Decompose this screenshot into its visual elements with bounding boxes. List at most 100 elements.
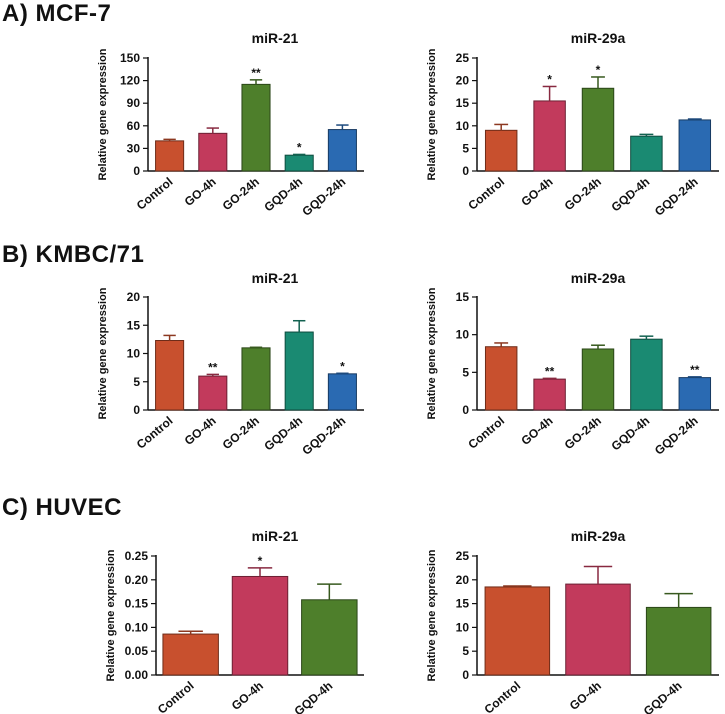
bar-gqd-24h xyxy=(678,119,712,172)
chart-kmbc-mir29a: miR-29a Relative gene expression 0 5 10 15 Con… xyxy=(426,270,719,458)
significance-label: * xyxy=(258,554,263,568)
x-tick-label: Control xyxy=(465,175,507,213)
y-axis-label: Relative gene expression xyxy=(426,549,438,681)
x-tick-label: GQD-24h xyxy=(652,175,701,219)
y-axis-label: Relative gene expression xyxy=(105,549,117,681)
y-tick-label: 10 xyxy=(456,119,470,133)
chart-title: miR-21 xyxy=(252,270,299,286)
y-tick-label: 5 xyxy=(462,141,469,155)
x-tick-label: GO-4h xyxy=(182,414,219,448)
y-tick-label: 25 xyxy=(456,549,470,563)
bar-go-4h xyxy=(231,575,289,676)
y-tick-label: 25 xyxy=(456,51,470,65)
x-tick-label: GO-4h xyxy=(518,414,555,448)
chart-kmbc-mir21: miR-21 Relative gene expression 0 5 10 15 20 Co… xyxy=(97,270,364,458)
x-tick-label: Control xyxy=(134,175,176,213)
y-tick-label: 30 xyxy=(127,141,141,155)
significance-label: ** xyxy=(690,363,700,377)
significance-label: * xyxy=(596,63,601,77)
chart-title: miR-29a xyxy=(571,30,626,46)
x-tick-label: GQD-4h xyxy=(641,679,685,714)
y-tick-label: 5 xyxy=(462,644,469,658)
bar-gqd-4h xyxy=(284,331,314,411)
x-tick-label: Control xyxy=(482,679,524,714)
chart-mcf7-mir21: miR-21 Relative gene expression 0 30 60 90 120… xyxy=(97,30,364,219)
bar-gqd-24h xyxy=(327,373,357,411)
y-tick-label: 0 xyxy=(462,164,469,178)
y-tick-label: 20 xyxy=(127,290,141,304)
y-tick-label: 10 xyxy=(127,347,141,361)
chart-mcf7-mir29a: miR-29a Relative gene expression 0 5 10 15 20 2… xyxy=(426,30,719,219)
y-tick-label: 10 xyxy=(456,328,470,342)
bar-go-24h xyxy=(241,347,271,411)
y-tick-label: 0 xyxy=(462,403,469,417)
chart-huvec-mir21: miR-21 Relative gene expression 0.00 0.05 0.… xyxy=(105,528,364,714)
bar-go-4h xyxy=(533,378,566,411)
bar-gqd-4h xyxy=(301,599,358,676)
significance-label: * xyxy=(340,359,345,373)
y-axis-label: Relative gene expression xyxy=(97,287,109,419)
y-axis-label: Relative gene expression xyxy=(97,48,109,180)
bar-control xyxy=(155,340,185,411)
x-tick-label: GQD-4h xyxy=(292,679,336,714)
y-tick-label: 0.00 xyxy=(125,668,149,682)
y-axis-label: Relative gene expression xyxy=(426,287,438,419)
section-label-mcf7: A) MCF-7 xyxy=(2,0,112,27)
y-tick-label: 120 xyxy=(120,74,140,88)
bar-control xyxy=(155,140,185,172)
x-tick-label: GQD-4h xyxy=(609,175,653,215)
section-label-kmbc: B) KMBC/71 xyxy=(2,241,145,268)
chart-title: miR-29a xyxy=(571,528,626,544)
y-tick-label: 90 xyxy=(127,96,141,110)
bar-control xyxy=(484,129,518,172)
y-tick-label: 0 xyxy=(133,164,140,178)
bar-go-4h xyxy=(565,583,631,676)
x-tick-label: GO-4h xyxy=(567,679,604,713)
significance-label: * xyxy=(547,72,552,86)
x-tick-label: GQD-4h xyxy=(609,414,653,454)
bar-gqd-24h xyxy=(327,129,357,172)
y-tick-label: 0.05 xyxy=(125,644,149,658)
y-tick-label: 15 xyxy=(456,597,470,611)
significance-label: * xyxy=(297,140,302,154)
significance-label: ** xyxy=(545,364,555,378)
x-tick-label: Control xyxy=(134,414,176,452)
chart-title: miR-21 xyxy=(252,528,299,544)
y-tick-label: 20 xyxy=(456,74,470,88)
y-tick-label: 10 xyxy=(456,620,470,634)
y-tick-label: 150 xyxy=(120,51,140,65)
bar-go-24h xyxy=(581,348,615,411)
bar-go-24h xyxy=(581,87,615,172)
chart-title: miR-29a xyxy=(571,270,626,286)
x-tick-label: GO-4h xyxy=(518,175,555,209)
x-tick-label: GO-24h xyxy=(562,175,604,214)
x-tick-label: GQD-24h xyxy=(652,414,701,458)
bar-gqd-4h xyxy=(630,338,663,411)
y-tick-label: 15 xyxy=(456,96,470,110)
y-tick-label: 60 xyxy=(127,119,141,133)
x-tick-label: GO-4h xyxy=(229,679,266,713)
y-tick-label: 0.15 xyxy=(125,597,149,611)
bar-control xyxy=(162,633,219,676)
y-tick-label: 5 xyxy=(133,375,140,389)
bar-gqd-4h xyxy=(284,154,314,172)
x-tick-label: Control xyxy=(155,679,197,714)
y-tick-label: 0.20 xyxy=(125,573,149,587)
bar-go-4h xyxy=(198,132,228,172)
chart-huvec-mir29a: miR-29a Relative gene expression 0 5 10 15 20 2… xyxy=(426,528,719,714)
bar-gqd-4h xyxy=(630,135,663,172)
bar-go-4h xyxy=(533,100,566,172)
significance-label: ** xyxy=(208,360,218,374)
y-tick-label: 15 xyxy=(127,318,141,332)
bar-control xyxy=(484,346,518,411)
y-tick-label: 0.10 xyxy=(125,620,149,634)
y-tick-label: 0 xyxy=(133,403,140,417)
chart-title: miR-21 xyxy=(252,30,299,46)
x-tick-label: GQD-24h xyxy=(299,414,348,458)
bar-control xyxy=(484,586,551,676)
significance-label: ** xyxy=(251,66,261,80)
x-tick-label: GO-4h xyxy=(182,175,219,209)
y-tick-label: 15 xyxy=(456,290,470,304)
y-tick-label: 20 xyxy=(456,573,470,587)
